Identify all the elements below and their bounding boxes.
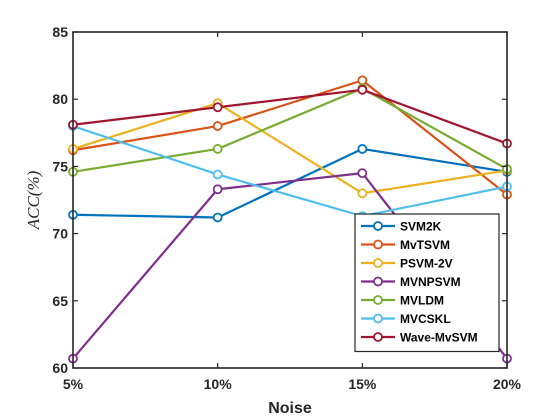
- x-tick-label: 20%: [493, 376, 522, 392]
- data-point: [212, 144, 223, 154]
- plot-frame: [72, 31, 508, 369]
- legend-swatch-marker: [373, 258, 383, 268]
- legend-label: MVNPSVM: [400, 275, 461, 289]
- data-point: [357, 75, 368, 86]
- data-point: [212, 121, 223, 131]
- data-point: [357, 84, 368, 95]
- x-tick-label: 15%: [348, 376, 377, 392]
- legend-swatch-marker: [373, 332, 383, 342]
- series-line: [72, 88, 508, 145]
- legend-item: Wave-MvSVM: [361, 331, 478, 345]
- y-tick-label: 85: [52, 24, 68, 40]
- data-point: [357, 144, 368, 154]
- series-layer: [68, 75, 512, 364]
- data-point: [212, 212, 223, 223]
- y-tick-label: 70: [52, 226, 68, 242]
- legend-label: MvTSVM: [400, 238, 450, 252]
- legend-label: MVLDM: [400, 294, 444, 308]
- legend-label: SVM2K: [400, 220, 442, 234]
- x-tick-label: 5%: [63, 376, 84, 392]
- y-tick-label: 65: [52, 293, 68, 309]
- ticks: 60 65 70 75 80 85 5% 10% 15% 20%: [52, 24, 521, 392]
- legend-swatch-marker: [373, 221, 383, 231]
- y-axis-title: ACC(%): [24, 170, 43, 230]
- legend-label: MVCSKL: [400, 312, 451, 326]
- legend-label: Wave-MvSVM: [400, 331, 478, 345]
- legend-item: MVNPSVM: [361, 275, 461, 289]
- legend-swatch-marker: [373, 239, 383, 250]
- legend-item: SVM2K: [361, 220, 442, 234]
- legend-swatch-marker: [373, 276, 383, 287]
- data-point: [357, 188, 368, 199]
- data-point: [357, 168, 368, 179]
- legend-item: PSVM-2V: [361, 257, 453, 271]
- series: [68, 84, 512, 149]
- series-line: [72, 102, 508, 195]
- legend: SVM2K MvTSVM PSVM-2V MVNPSVM MVLDM MVCSKL Wave…: [354, 213, 500, 353]
- legend-swatch-marker: [373, 295, 383, 305]
- series-line: [72, 79, 508, 196]
- x-axis-title: Noise: [268, 400, 312, 417]
- series-line: [72, 147, 508, 219]
- legend-swatch-marker: [373, 313, 383, 324]
- legend-item: MVLDM: [361, 294, 444, 308]
- y-tick-label: 80: [52, 91, 68, 107]
- data-point: [212, 169, 223, 180]
- y-tick-label: 75: [52, 158, 68, 174]
- legend-item: MvTSVM: [361, 238, 450, 252]
- x-tick-label: 10%: [204, 376, 233, 392]
- data-point: [212, 184, 223, 195]
- legend-label: PSVM-2V: [400, 257, 453, 271]
- series-line: [72, 125, 508, 218]
- y-tick-label: 60: [52, 360, 68, 376]
- data-point: [212, 102, 223, 113]
- series-line: [72, 87, 508, 173]
- legend-item: MVCSKL: [361, 312, 451, 326]
